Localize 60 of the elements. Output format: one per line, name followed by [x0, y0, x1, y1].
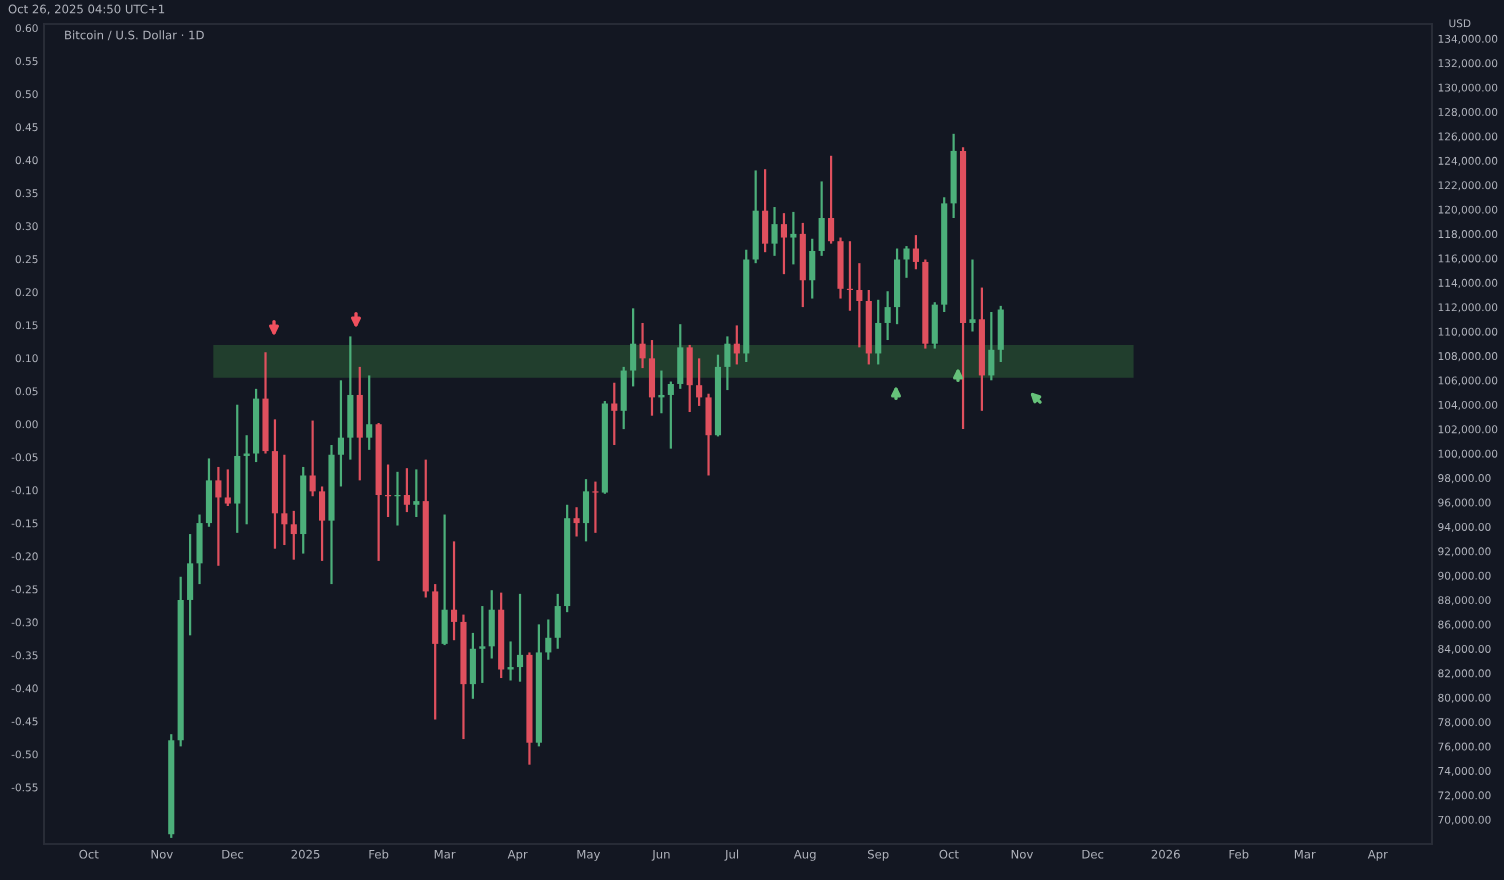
candlestick	[479, 604, 486, 685]
candlestick	[648, 338, 656, 417]
candlestick	[366, 374, 373, 451]
candlestick	[818, 180, 825, 257]
candlestick	[997, 304, 1004, 364]
candlestick	[686, 343, 693, 414]
candlestick	[356, 365, 363, 482]
candlestick	[799, 221, 806, 309]
candlestick	[582, 478, 590, 543]
candlestick	[469, 631, 476, 700]
candlestick	[988, 310, 995, 382]
candlestick	[224, 468, 231, 508]
candlestick	[931, 301, 938, 350]
candlestick	[347, 335, 354, 461]
candlestick	[309, 419, 316, 498]
candlestick	[516, 592, 524, 683]
candlestick	[281, 453, 288, 547]
candlestick	[733, 324, 740, 366]
candlestick	[319, 485, 326, 563]
candlestick	[611, 381, 618, 447]
candlestick	[205, 457, 213, 528]
candlestick	[573, 506, 580, 538]
candlestick	[234, 403, 241, 534]
candlestick	[903, 244, 910, 279]
candlestick	[215, 465, 222, 567]
candlestick	[724, 335, 731, 392]
candlestick	[290, 509, 297, 561]
candlestick	[780, 212, 788, 276]
candlestick	[828, 154, 835, 245]
candlestick	[677, 323, 684, 390]
candlestick	[620, 365, 627, 431]
candlestick	[187, 532, 194, 637]
candlestick	[696, 357, 703, 408]
candlestick	[630, 307, 637, 388]
candlestick	[884, 290, 891, 342]
candlestick	[894, 247, 901, 326]
candlestick	[196, 513, 203, 586]
candlestick	[507, 640, 514, 682]
candlestick	[488, 589, 495, 660]
candlestick	[762, 168, 769, 254]
candlestick	[875, 298, 882, 366]
candlestick	[592, 480, 599, 534]
candlestick	[337, 379, 344, 488]
candlestick	[705, 392, 712, 477]
candlestick	[667, 380, 674, 450]
candlestick	[790, 210, 797, 266]
candlestick	[441, 513, 448, 647]
candlestick	[554, 592, 561, 650]
candlestick	[856, 262, 863, 349]
candlestick	[403, 467, 410, 514]
candlestick	[639, 321, 646, 370]
candlestick	[771, 205, 778, 257]
candlestick	[809, 237, 816, 300]
candlestick	[969, 258, 976, 333]
candlestick	[394, 470, 401, 527]
candlestick	[545, 618, 552, 661]
candlestick	[413, 468, 420, 519]
candlestick	[450, 540, 458, 642]
candlestick	[837, 236, 844, 300]
candlestick	[912, 233, 919, 271]
